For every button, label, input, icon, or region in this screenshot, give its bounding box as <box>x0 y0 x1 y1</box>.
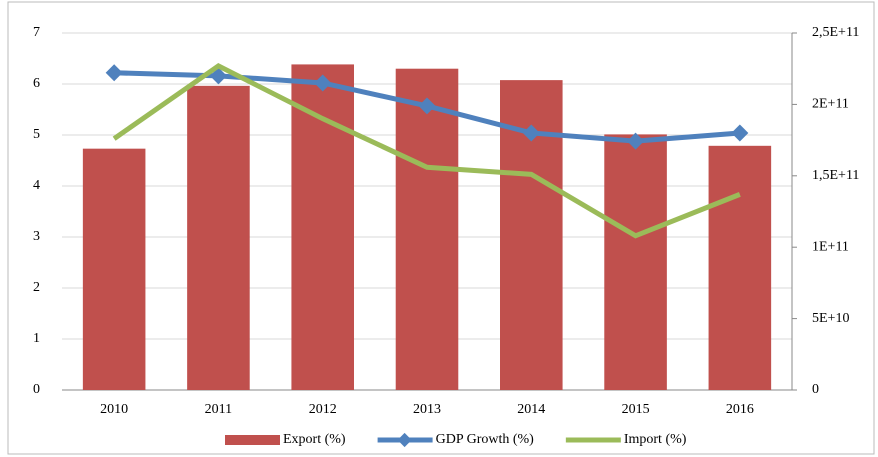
x-tick-label: 2011 <box>205 402 232 417</box>
y-tick-label: 5 <box>33 127 40 142</box>
chart: 0 1 2 3 4 5 6 7 0 5E+10 1E+11 1,5E+11 2E+11 2,5E+11 20… <box>0 0 878 457</box>
bar <box>396 69 459 390</box>
y-tick-label: 1 <box>33 331 40 346</box>
page: {"chart_data": {"type": "bar-line", "cat… <box>0 0 878 457</box>
x-tick-label: 2010 <box>100 402 128 417</box>
y2-tick-label: 2,5E+11 <box>812 25 859 40</box>
x-tick-label: 2014 <box>517 402 545 417</box>
bar <box>709 146 772 390</box>
x-tick-label: 2016 <box>726 402 754 417</box>
y2-tick-label: 5E+10 <box>812 311 849 326</box>
bar <box>83 149 146 390</box>
y2-tick-label: 1E+11 <box>812 239 849 254</box>
legend-marker <box>398 433 412 447</box>
y-tick-label: 7 <box>33 25 40 40</box>
y-tick-label: 6 <box>33 76 40 91</box>
bar <box>604 134 667 390</box>
y2-tick-label: 1,5E+11 <box>812 168 859 183</box>
marker <box>731 124 748 141</box>
y-tick-label: 4 <box>33 178 40 193</box>
marker <box>106 64 123 81</box>
y2-tick-label: 0 <box>812 382 819 397</box>
x-tick-label: 2012 <box>309 402 337 417</box>
y-tick-label: 3 <box>33 229 40 244</box>
bar <box>187 86 250 390</box>
legend-label: Export (%) <box>283 432 346 447</box>
y-tick-label: 0 <box>33 382 40 397</box>
bar <box>291 64 354 390</box>
legend-label: Import (%) <box>624 432 687 447</box>
legend-label: GDP Growth (%) <box>436 432 535 447</box>
y-tick-label: 2 <box>33 280 40 295</box>
legend-swatch <box>225 435 280 445</box>
x-tick-label: 2015 <box>622 402 650 417</box>
x-tick-label: 2013 <box>413 402 441 417</box>
y2-tick-label: 2E+11 <box>812 97 849 112</box>
